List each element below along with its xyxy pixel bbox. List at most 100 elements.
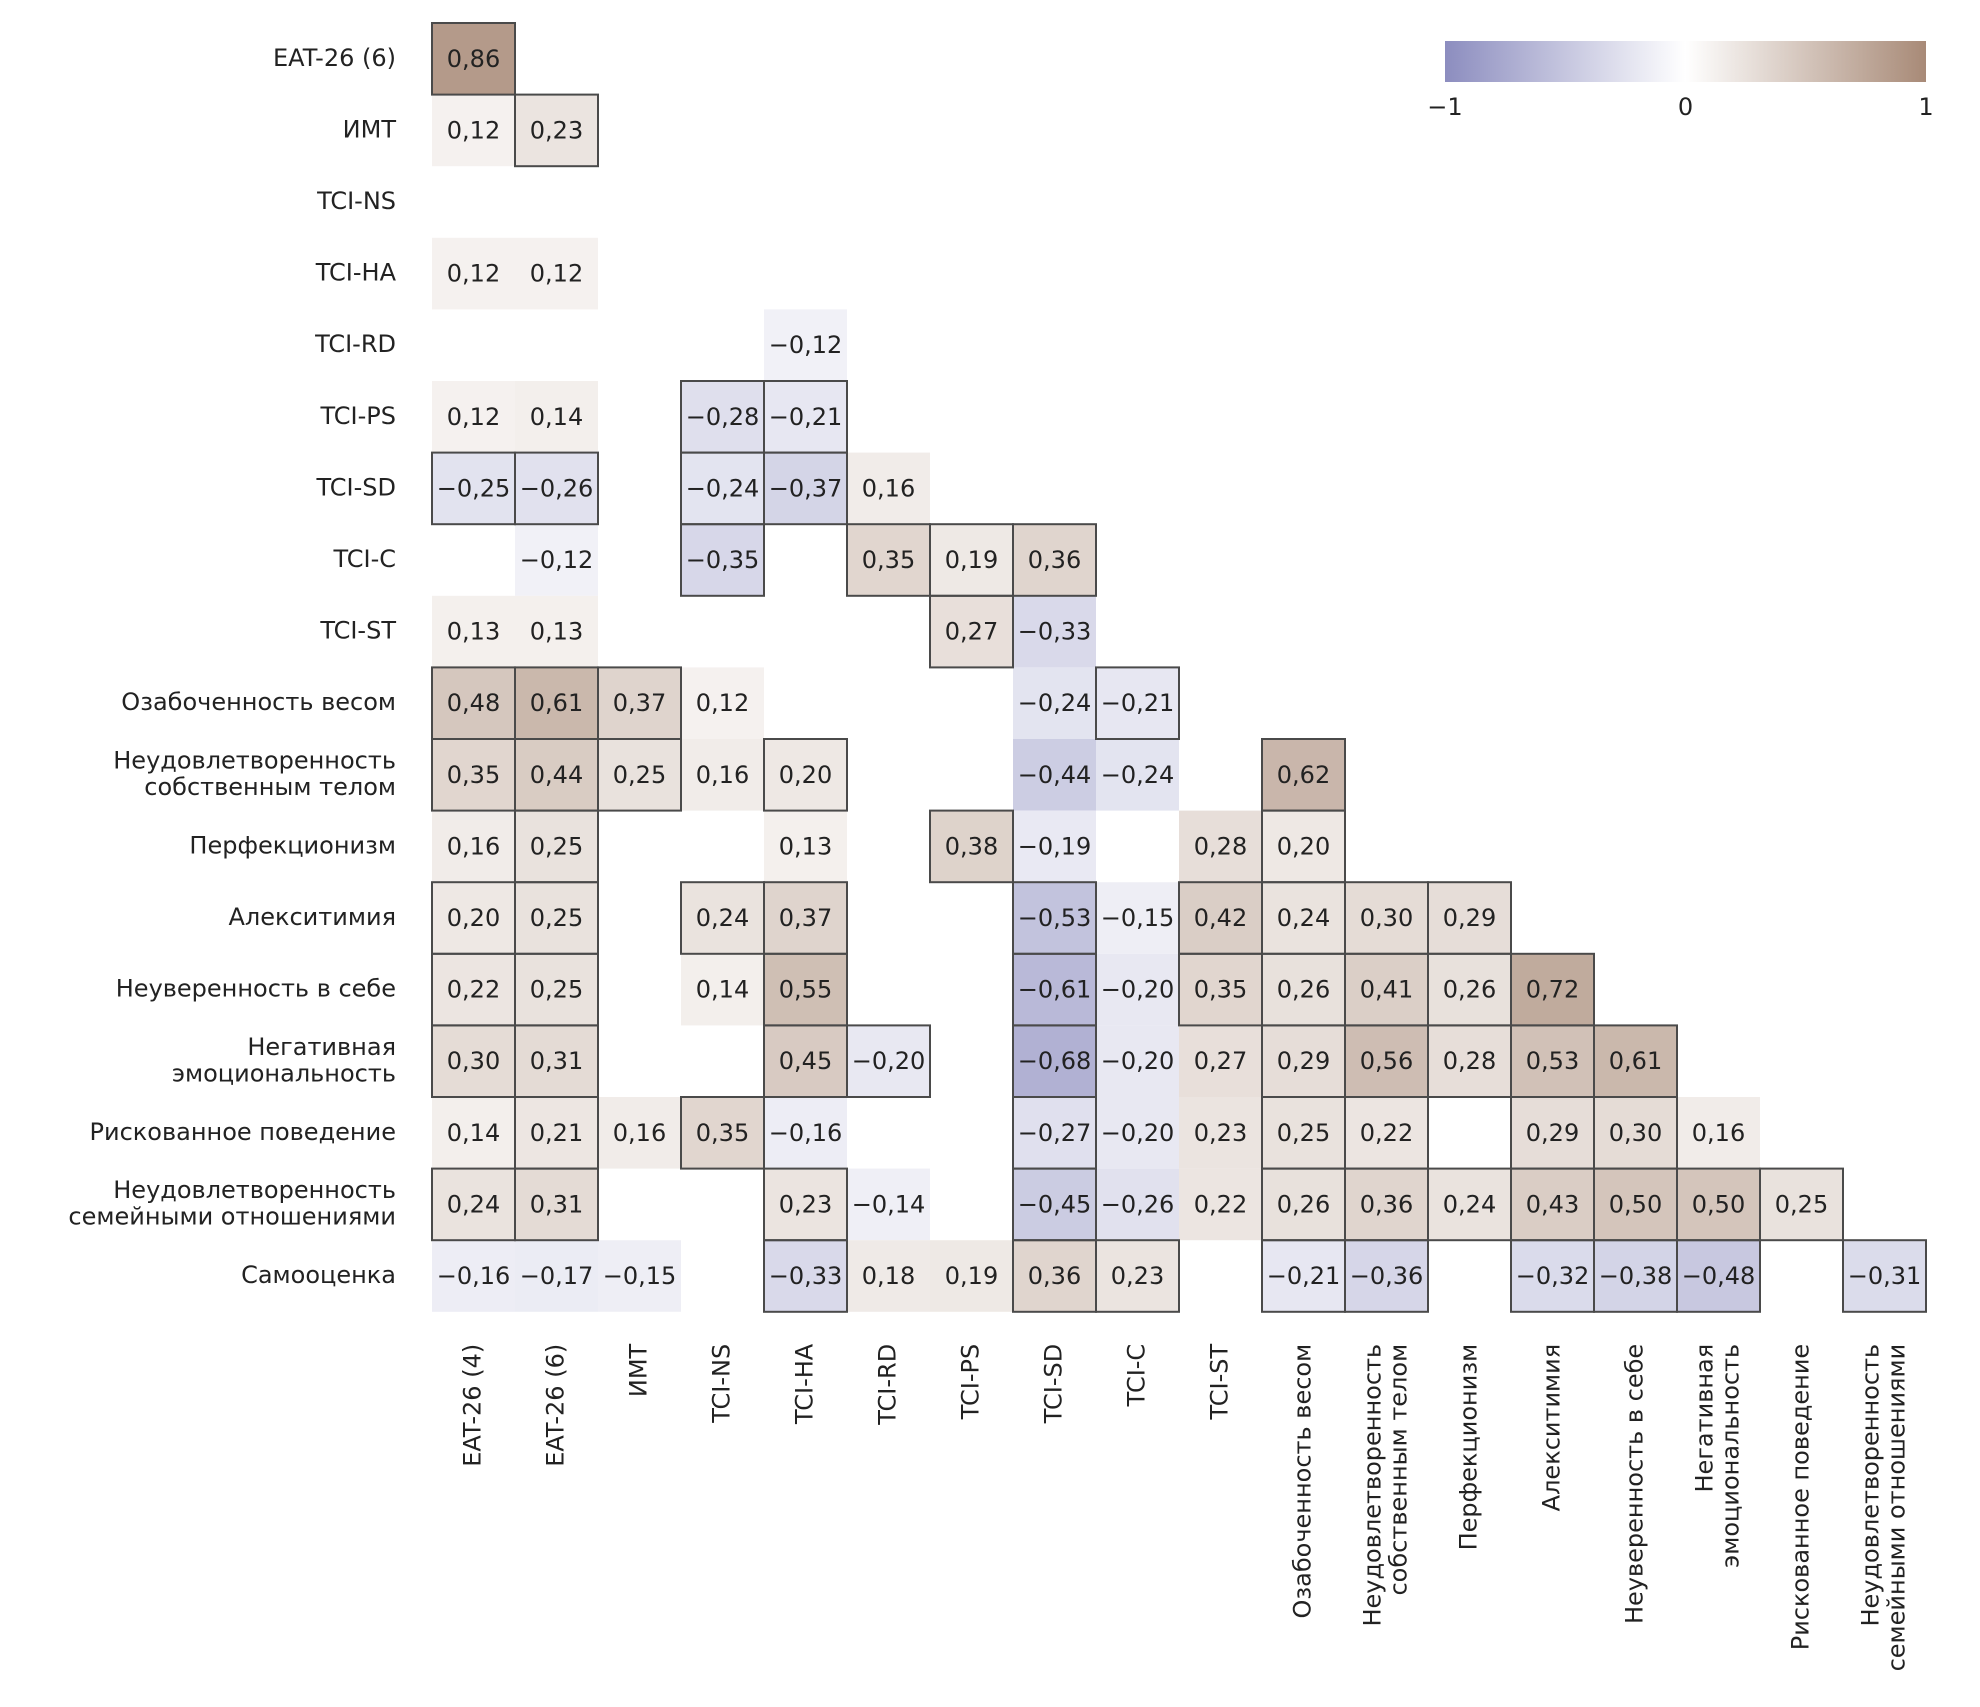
heatmap-cell [681, 1097, 764, 1169]
cell-value-label: 0,41 [1360, 976, 1413, 1004]
heatmap-cell [764, 1168, 847, 1241]
heatmap-cell [681, 739, 764, 811]
cell-value-label: −0,25 [437, 474, 511, 502]
heatmap-cell [764, 381, 847, 453]
heatmap-cell [1345, 882, 1428, 954]
heatmap-cell [1096, 1168, 1179, 1241]
cell-value-label: −0,28 [686, 403, 760, 431]
cell-value-label: 0,29 [1526, 1119, 1579, 1147]
cell-value-label: 0,20 [447, 904, 500, 932]
cell-value-label: 0,24 [1277, 904, 1330, 932]
heatmap-cell [1013, 1025, 1096, 1097]
row-label: Негативная эмоциональность [172, 1033, 396, 1087]
heatmap-cell [1096, 1240, 1179, 1312]
heatmap-cell [681, 667, 764, 739]
row-label: Озабоченность весом [121, 688, 396, 716]
heatmap-cell [432, 94, 515, 167]
cell-value-label: −0,12 [769, 331, 843, 359]
row-label: Неудовлетворенность семейными отношениями [68, 1176, 396, 1230]
cell-value-label: 0,36 [1028, 546, 1081, 574]
cell-value-label: −0,61 [1018, 976, 1092, 1004]
cell-value-label: 0,14 [530, 403, 583, 431]
heatmap-cell [764, 309, 847, 381]
heatmap-cell [515, 1025, 598, 1097]
heatmap-cell [515, 1168, 598, 1241]
cell-value-label: 0,14 [696, 976, 749, 1004]
cell-value-label: −0,21 [1267, 1262, 1341, 1290]
cell-value-label: −0,12 [520, 546, 594, 574]
column-label: Озабоченность весом [1289, 1344, 1317, 1619]
cell-value-label: 0,26 [1277, 976, 1330, 1004]
heatmap-cell [1096, 953, 1179, 1026]
heatmap-cell [432, 23, 515, 95]
cell-value-label: 0,50 [1692, 1190, 1745, 1218]
cell-value-label: −0,26 [520, 474, 594, 502]
heatmap-cell [847, 1168, 930, 1241]
cell-outline [929, 594, 1014, 669]
cell-value-label: −0,35 [686, 546, 760, 574]
heatmap-cell [1179, 1168, 1262, 1241]
cell-value-label: 0,29 [1443, 904, 1496, 932]
cell-value-label: −0,33 [769, 1262, 843, 1290]
cell-value-label: 0,62 [1277, 761, 1330, 789]
column-label: Неудовлетворенностьсемейными отношениями [1856, 1344, 1910, 1672]
cell-value-label: 0,23 [530, 116, 583, 144]
heatmap-cell [1677, 1097, 1760, 1169]
heatmap-cell [1345, 1168, 1428, 1241]
heatmap-cell [764, 953, 847, 1026]
row-label: TCI-NS [316, 187, 396, 215]
cell-value-label: −0,21 [769, 403, 843, 431]
cell-value-label: 0,37 [613, 689, 666, 717]
heatmap-cell [1013, 667, 1096, 739]
heatmap-cell [515, 524, 598, 596]
heatmap-cell [1013, 1168, 1096, 1241]
cell-value-label: 0,27 [1194, 1047, 1247, 1075]
heatmap-cell [1677, 1240, 1760, 1312]
row-label: Алекситимия [228, 903, 396, 931]
cell-value-label: −0,20 [1101, 1119, 1175, 1147]
heatmap-cell [1594, 1025, 1677, 1097]
cell-value-label: 0,12 [530, 260, 583, 288]
cell-value-label: −0,24 [1018, 689, 1092, 717]
cell-value-label: −0,19 [1018, 832, 1092, 860]
heatmap-cell [432, 667, 515, 739]
cell-outline [1095, 1239, 1180, 1313]
heatmap-cell [764, 810, 847, 883]
cell-value-label: −0,21 [1101, 689, 1175, 717]
row-label: Неуверенность в себе [116, 975, 396, 1003]
heatmap-cell [515, 94, 598, 167]
heatmap-cell [1345, 1097, 1428, 1169]
heatmap-cell [1262, 953, 1345, 1026]
heatmap-cell [1511, 1025, 1594, 1097]
colorbar-tick-label: −1 [1427, 93, 1462, 121]
cell-value-label: −0,48 [1682, 1262, 1756, 1290]
cell-outline [846, 1024, 931, 1099]
column-label: TCI-RD [874, 1344, 902, 1426]
cell-value-label: 0,26 [1277, 1190, 1330, 1218]
cell-value-label: 0,48 [447, 689, 500, 717]
heatmap-cell [847, 524, 930, 596]
cell-value-label: 0,35 [447, 761, 500, 789]
column-label: TCI-ST [1206, 1343, 1234, 1420]
heatmap-cell [1013, 524, 1096, 596]
cell-outline [680, 1096, 765, 1170]
cell-value-label: 0,24 [696, 904, 749, 932]
heatmap-cell [1096, 667, 1179, 739]
heatmap-cell [515, 1097, 598, 1169]
cell-outline [1676, 1239, 1761, 1313]
heatmap-cell [1013, 739, 1096, 811]
heatmap-cell [1262, 1025, 1345, 1097]
heatmap-cell [1511, 953, 1594, 1026]
heatmap-cell [764, 882, 847, 954]
cell-outline [1842, 1239, 1927, 1313]
cell-value-label: 0,30 [1609, 1119, 1662, 1147]
heatmap-cell [1345, 1240, 1428, 1312]
heatmap-cell [515, 1240, 598, 1312]
cell-outline [1095, 666, 1180, 741]
heatmap-cell [930, 595, 1013, 668]
heatmap-cell [515, 237, 598, 310]
cell-outline [431, 22, 516, 96]
heatmap-cell [598, 1097, 681, 1169]
cell-value-label: −0,45 [1018, 1190, 1092, 1218]
cell-value-label: 0,35 [1194, 976, 1247, 1004]
